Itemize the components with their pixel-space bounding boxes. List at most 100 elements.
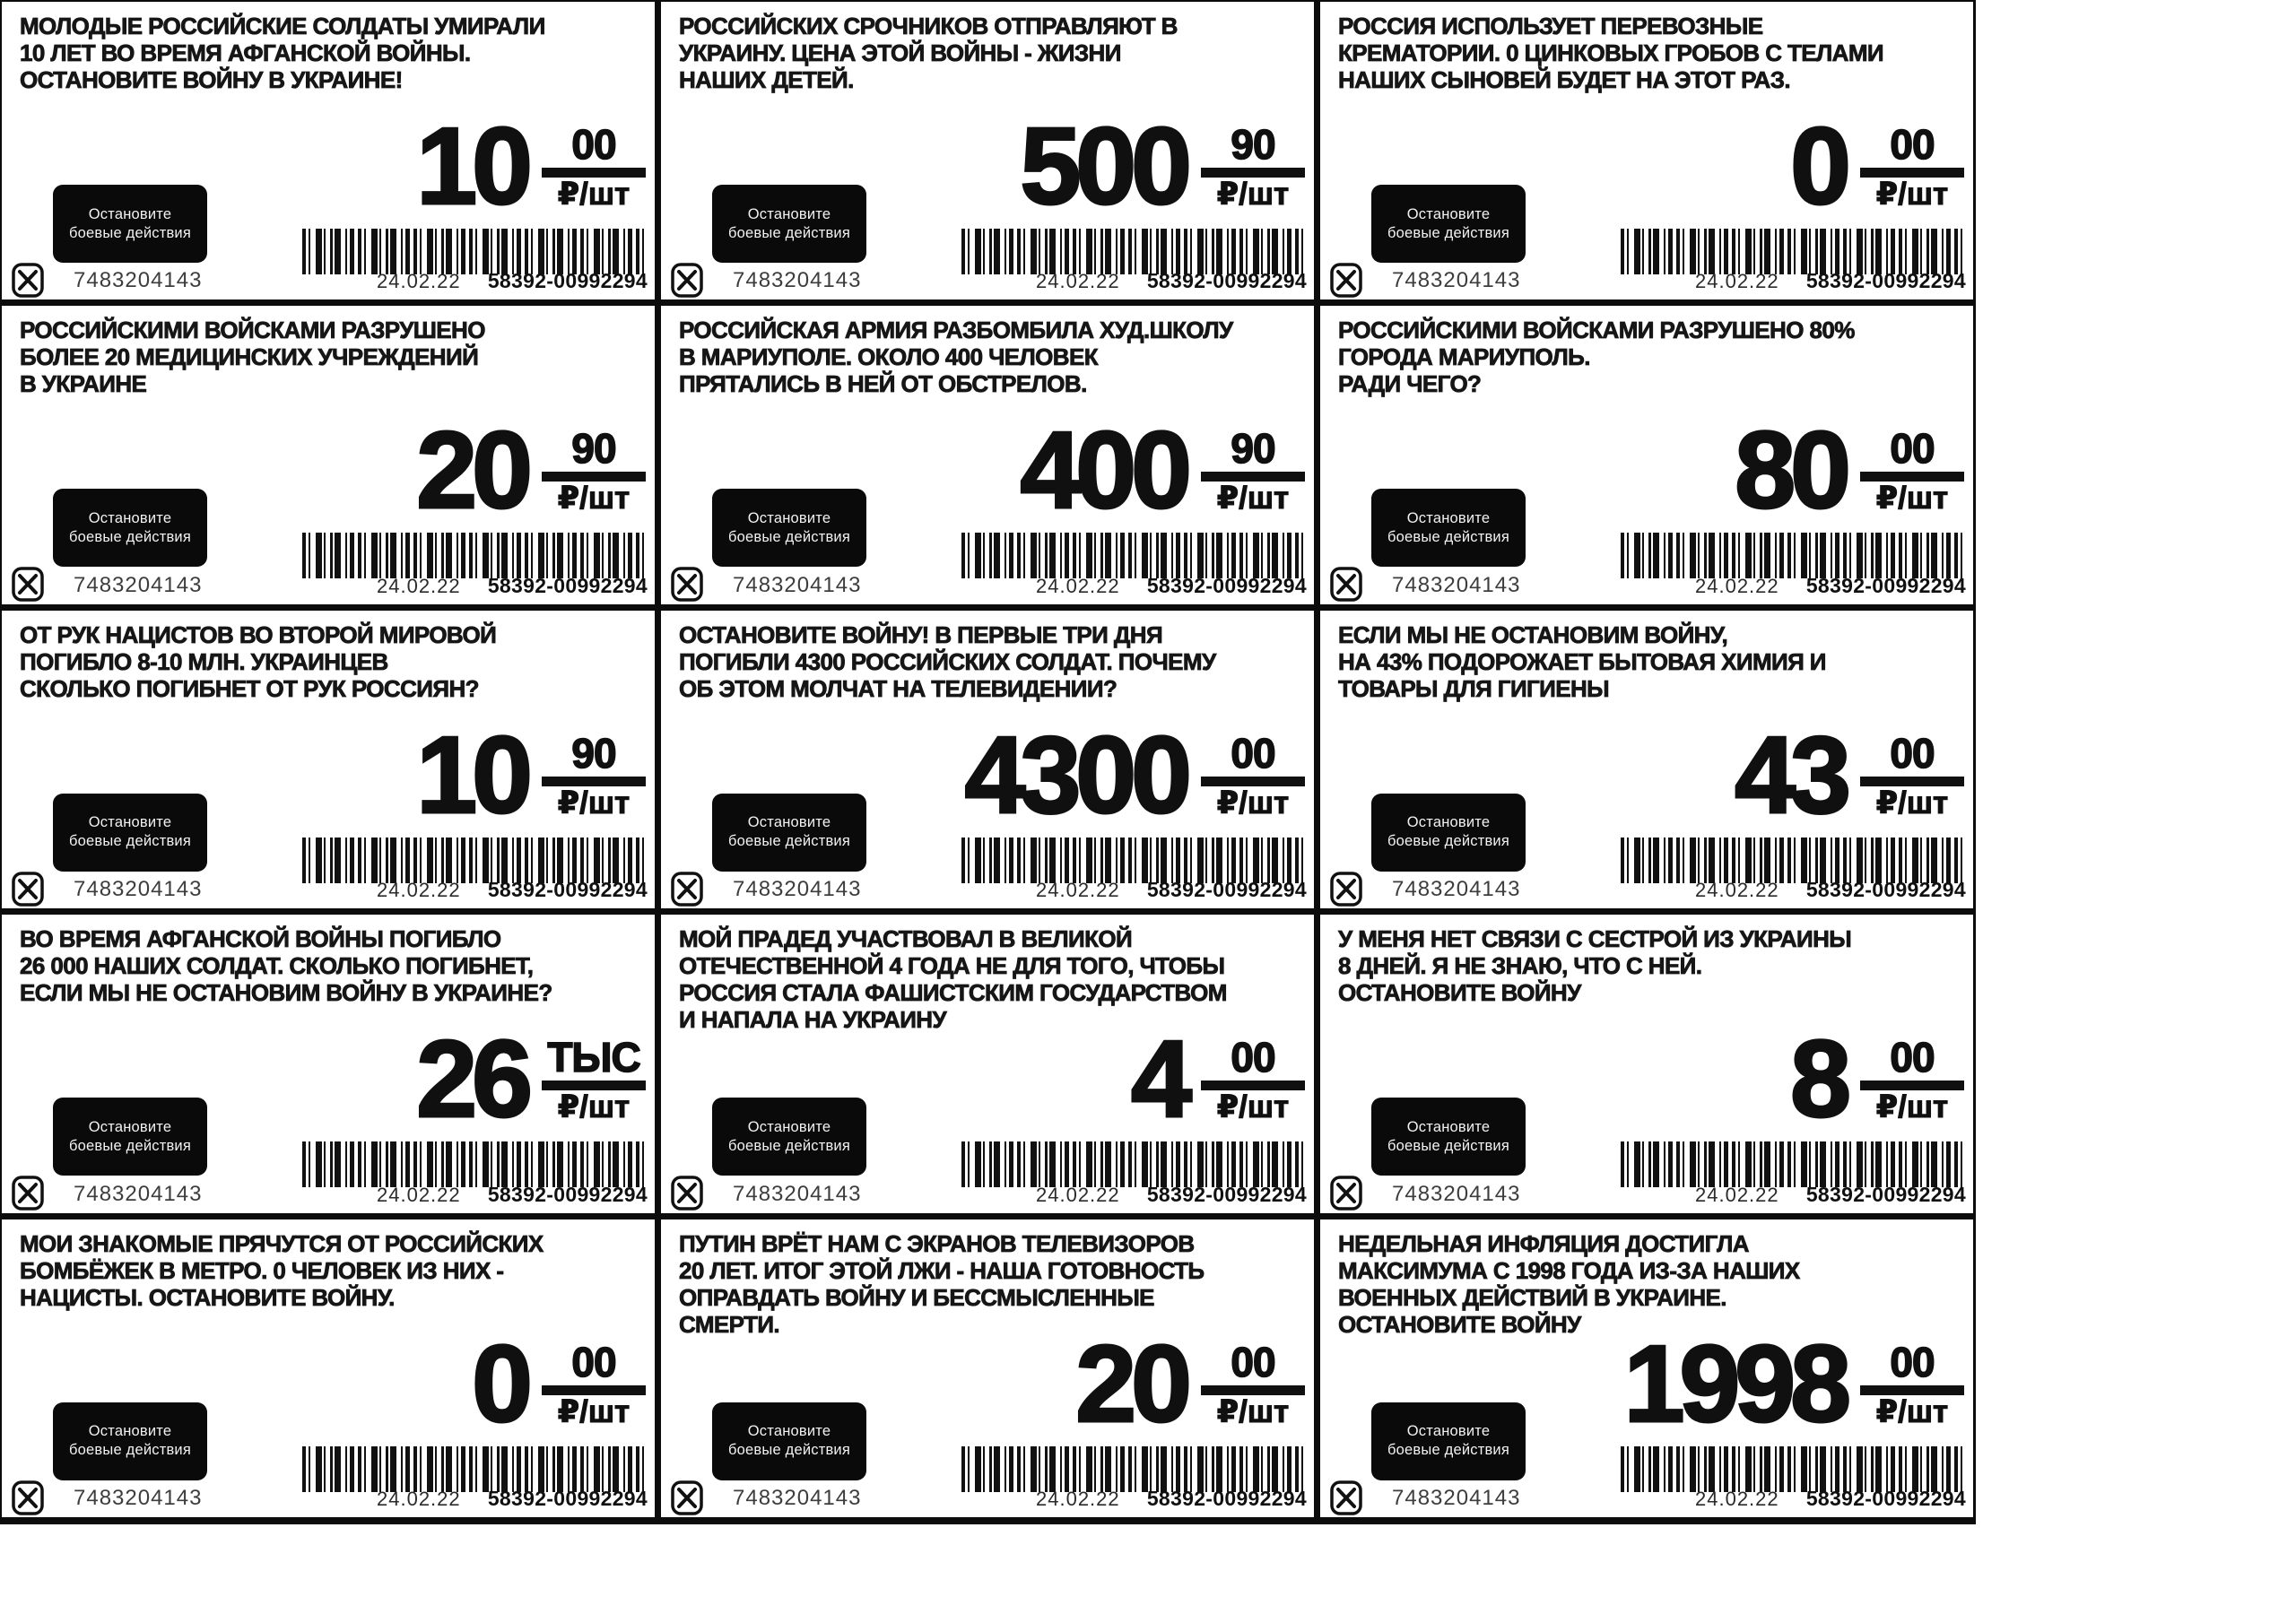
- crossed-box-icon: [12, 1176, 44, 1212]
- price-main-value: 0: [1789, 105, 1853, 227]
- price-unit: ₽/шт: [1875, 177, 1949, 212]
- stop-hostilities-badge: Остановите боевые действия: [1371, 185, 1526, 263]
- badge-line-1: Остановите: [1406, 1118, 1491, 1135]
- stop-hostilities-badge: Остановите боевые действия: [1371, 793, 1526, 872]
- sku-number: 7483204143: [1392, 268, 1521, 293]
- badge-line-1: Остановите: [88, 1118, 172, 1135]
- crossed-box-icon: [671, 1480, 703, 1517]
- product-code: 58392-00992294: [1805, 573, 1966, 597]
- barcode-icon: [1621, 1141, 1967, 1188]
- price-side: 00 ₽/шт: [1860, 123, 1964, 212]
- barcode-icon: [302, 229, 648, 274]
- price-superscript: 90: [542, 428, 646, 482]
- badge-line-2: боевые действия: [69, 1442, 191, 1459]
- price-superscript: 90: [1201, 123, 1305, 178]
- headline-text: ЕСЛИ МЫ НЕ ОСТАНОВИМ ВОЙНУ, НА 43% ПОДОР…: [1338, 621, 1827, 702]
- product-code: 58392-00992294: [487, 1486, 648, 1510]
- stop-hostilities-badge: Остановите боевые действия: [712, 1098, 866, 1176]
- price-superscript: 00: [1860, 123, 1964, 178]
- price-superscript: 00: [1201, 1036, 1305, 1091]
- price-main-value: 500: [1019, 105, 1194, 227]
- crossed-box-icon: [671, 263, 703, 299]
- stop-hostilities-badge: Остановите боевые действия: [1371, 1098, 1526, 1176]
- sku-number: 7483204143: [733, 572, 862, 597]
- crossed-box-icon: [1330, 567, 1362, 603]
- price-superscript: 90: [542, 732, 646, 786]
- badge-line-2: боевые действия: [728, 528, 850, 545]
- price-tag-card: НЕДЕЛЬНАЯ ИНФЛЯЦИЯ ДОСТИГЛА МАКСИМУМА С …: [1320, 1219, 1973, 1517]
- stop-hostilities-badge: Остановите боевые действия: [53, 1402, 207, 1480]
- product-code: 58392-00992294: [1146, 573, 1307, 597]
- price-block: 43 00 ₽/шт: [1734, 713, 1964, 836]
- price-block: 500 90 ₽/шт: [1019, 105, 1305, 227]
- price-block: 0 00 ₽/шт: [471, 1322, 646, 1445]
- price-side: 00 ₽/шт: [1860, 732, 1964, 819]
- crossed-box-icon: [12, 263, 44, 299]
- badge-line-1: Остановите: [88, 205, 172, 222]
- price-main-value: 20: [415, 409, 535, 532]
- barcode-icon: [302, 837, 648, 883]
- barcode-icon: [961, 837, 1308, 883]
- price-main-value: 0: [471, 1322, 535, 1445]
- price-block: 20 90 ₽/шт: [415, 409, 646, 532]
- badge-line-1: Остановите: [1406, 205, 1491, 222]
- crossed-box-icon: [671, 1176, 703, 1212]
- badge-line-1: Остановите: [747, 1118, 831, 1135]
- date-label: 24.02.22: [377, 1487, 461, 1510]
- price-side: 00 ₽/шт: [1201, 732, 1305, 820]
- price-side: 00 ₽/шт: [1860, 428, 1964, 515]
- product-code: 58392-00992294: [1805, 878, 1966, 902]
- price-side: 00 ₽/шт: [1860, 1036, 1964, 1124]
- product-code: 58392-00992294: [1805, 1182, 1966, 1206]
- stop-hostilities-badge: Остановите боевые действия: [712, 793, 866, 872]
- sku-number: 7483204143: [733, 1181, 862, 1206]
- badge-line-2: боевые действия: [1387, 224, 1509, 241]
- headline-text: РОССИЙСКИМИ ВОЙСКАМИ РАЗРУШЕНО 80% ГОРОД…: [1338, 317, 1856, 398]
- crossed-box-icon: [1330, 1480, 1362, 1517]
- headline-text: ОСТАНОВИТЕ ВОЙНУ! В ПЕРВЫЕ ТРИ ДНЯ ПОГИБ…: [679, 621, 1217, 702]
- sku-number: 7483204143: [74, 1181, 203, 1206]
- price-superscript: ТЫС: [542, 1036, 646, 1091]
- badge-line-2: боевые действия: [69, 528, 191, 545]
- price-superscript: 00: [1201, 732, 1305, 786]
- crossed-box-icon: [1330, 263, 1362, 299]
- date-label: 24.02.22: [377, 1183, 461, 1206]
- price-main-value: 1998: [1622, 1322, 1852, 1445]
- badge-line-1: Остановите: [747, 205, 831, 222]
- headline-text: ОТ РУК НАЦИСТОВ ВО ВТОРОЙ МИРОВОЙ ПОГИБЛ…: [20, 621, 498, 702]
- product-code: 58392-00992294: [1146, 878, 1307, 902]
- price-tag-grid: МОЛОДЫЕ РОССИЙСКИЕ СОЛДАТЫ УМИРАЛИ 10 ЛЕ…: [0, 0, 1976, 1524]
- badge-line-1: Остановите: [1406, 1423, 1491, 1440]
- price-unit: ₽/шт: [1216, 785, 1290, 820]
- date-label: 24.02.22: [1695, 574, 1779, 597]
- headline-text: МОЙ ПРАДЕД УЧАСТВОВАЛ В ВЕЛИКОЙ ОТЕЧЕСТВ…: [679, 925, 1228, 1034]
- date-label: 24.02.22: [1036, 879, 1120, 902]
- price-side: ТЫС ₽/шт: [542, 1036, 646, 1124]
- sku-number: 7483204143: [74, 268, 203, 293]
- price-main-value: 43: [1734, 713, 1853, 836]
- stop-hostilities-badge: Остановите боевые действия: [53, 185, 207, 263]
- barcode-icon: [961, 533, 1308, 579]
- price-main-value: 10: [415, 105, 535, 227]
- price-unit: ₽/шт: [1216, 1393, 1290, 1429]
- date-label: 24.02.22: [377, 270, 461, 293]
- date-label: 24.02.22: [1695, 879, 1779, 902]
- price-main-value: 20: [1074, 1322, 1194, 1445]
- date-label: 24.02.22: [377, 574, 461, 597]
- crossed-box-icon: [1330, 872, 1362, 908]
- price-side: 00 ₽/шт: [1201, 1036, 1305, 1124]
- price-main-value: 80: [1734, 409, 1853, 532]
- price-unit: ₽/шт: [557, 177, 631, 212]
- crossed-box-icon: [1330, 1176, 1362, 1212]
- price-unit: ₽/шт: [1875, 1393, 1949, 1429]
- sku-number: 7483204143: [74, 1485, 203, 1510]
- stop-hostilities-badge: Остановите боевые действия: [1371, 489, 1526, 568]
- product-code: 58392-00992294: [1146, 1486, 1307, 1510]
- price-main-value: 26: [415, 1018, 535, 1141]
- barcode-icon: [961, 229, 1308, 274]
- price-tag-card: МОЙ ПРАДЕД УЧАСТВОВАЛ В ВЕЛИКОЙ ОТЕЧЕСТВ…: [661, 915, 1314, 1213]
- badge-line-2: боевые действия: [1387, 1442, 1509, 1459]
- sku-number: 7483204143: [733, 1485, 862, 1510]
- product-code: 58392-00992294: [487, 269, 648, 293]
